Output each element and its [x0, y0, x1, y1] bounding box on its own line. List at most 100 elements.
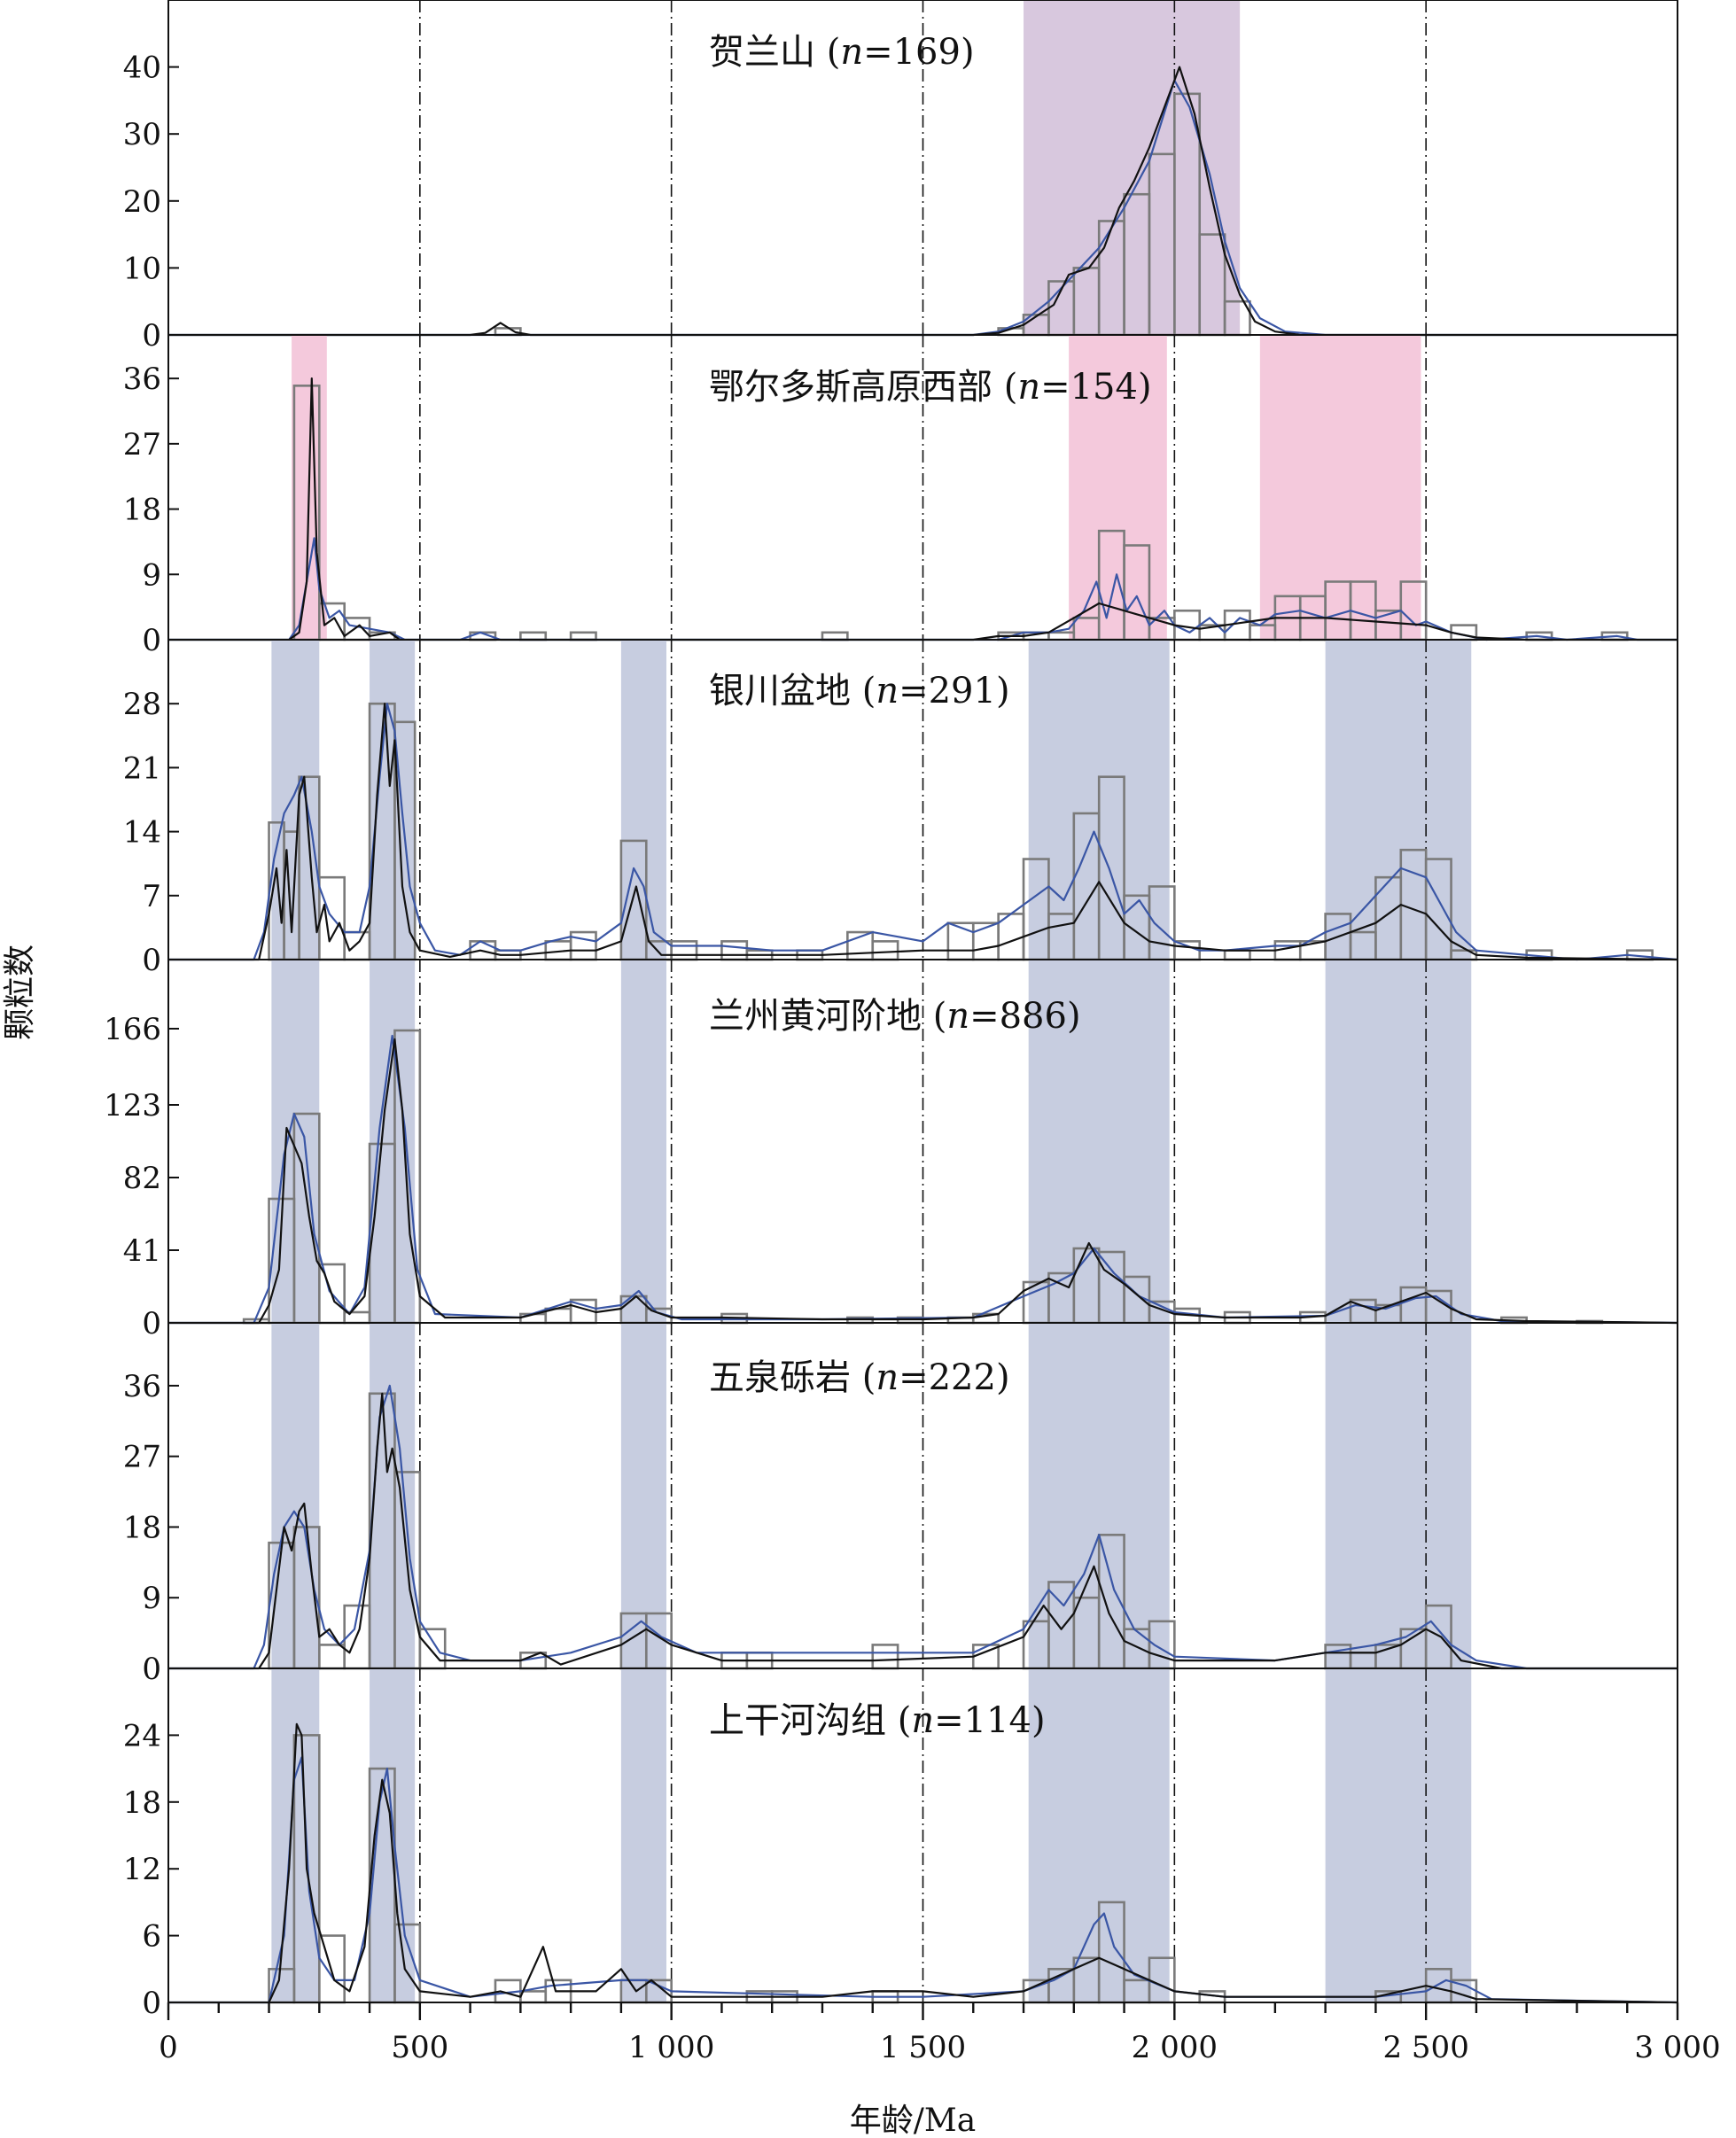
panel-title-n-value: =222): [899, 1357, 1009, 1398]
x-tick-label: 2 000: [1132, 2030, 1218, 2065]
panel-title-n-value: =114): [934, 1700, 1045, 1741]
x-tick-label: 3 000: [1634, 2030, 1720, 2065]
y-axis-label: 颗粒数: [2, 945, 38, 1040]
y-tick-label: 9: [142, 557, 161, 593]
kernel-density-curve: [168, 703, 1678, 961]
age-band-3: [620, 1668, 666, 2002]
histogram-bin: [1223, 949, 1251, 961]
y-tick-label: 18: [123, 1510, 161, 1545]
y-tick-label: 18: [123, 493, 161, 528]
kernel-density-curve: [168, 1722, 1678, 2004]
y-tick-label: 82: [123, 1161, 161, 1196]
kernel-density-curve: [168, 1038, 1678, 1325]
age-band-2: [1069, 335, 1167, 640]
histogram-bin: [569, 930, 597, 961]
panel-6: 0 6 12 18 24 上干河沟组 (n=114): [123, 1668, 1678, 2021]
x-tick-label: 0: [159, 2030, 178, 2065]
probability-density-curve: [168, 703, 1678, 961]
panel-title-n-symbol: n: [1017, 367, 1040, 408]
x-tick-label: 2 500: [1382, 2030, 1468, 2065]
y-tick-label: 21: [123, 750, 161, 786]
histogram-bin: [871, 940, 899, 961]
panel-title-n-symbol: n: [946, 996, 969, 1037]
y-tick-label: 0: [142, 1652, 161, 1687]
panel-3: 0 7 14 21 28 银川盆地 (n=291): [123, 639, 1678, 978]
panel-title-name: 上干河沟组 (: [709, 1700, 911, 1741]
panel-title-n-symbol: n: [840, 32, 863, 73]
histogram-bin: [1173, 940, 1202, 961]
panel-title: 贺兰山 (n=169): [709, 32, 975, 73]
y-tick-label: 12: [123, 1852, 161, 1887]
x-tick-label: 1 000: [628, 2030, 714, 2065]
panel-title-n-value: =291): [899, 671, 1009, 711]
panel-title-name: 兰州黄河阶地 (: [709, 996, 946, 1037]
age-band-3: [620, 960, 666, 1323]
y-tick-label: 28: [123, 687, 161, 722]
age-band-1: [271, 1323, 320, 1668]
panel-title-n-value: =886): [969, 996, 1080, 1037]
y-tick-label: 166: [104, 1012, 161, 1047]
y-tick-label: 30: [123, 117, 161, 152]
kernel-density-curve: [168, 1392, 1678, 1670]
y-tick-label: 123: [104, 1088, 161, 1123]
histogram-bin: [418, 1628, 447, 1670]
panel-title-n-value: =169): [863, 32, 974, 73]
panel-title: 上干河沟组 (n=114): [709, 1700, 1046, 1741]
age-band-2: [370, 1323, 416, 1668]
x-tick-label: 1 500: [880, 2030, 966, 2065]
y-tick-label: 14: [123, 815, 161, 851]
y-tick-label: 36: [123, 362, 161, 397]
panel-4: 0 41 82 123 166 兰州黄河阶地 (n=886): [104, 959, 1678, 1341]
panel-title: 五泉砾岩 (n=222): [709, 1357, 1010, 1398]
y-tick-label: 0: [142, 1986, 161, 2021]
panel-5: 0 9 18 27 36 五泉砾岩 (n=222): [123, 1322, 1678, 1687]
y-tick-label: 6: [142, 1919, 161, 1955]
y-tick-label: 10: [123, 251, 161, 286]
probability-density-curve: [168, 79, 1678, 337]
age-band-5: [1325, 960, 1472, 1323]
x-tick-label: 500: [391, 2030, 448, 2065]
age-band-1: [271, 640, 320, 960]
y-tick-label: 9: [142, 1581, 161, 1616]
y-tick-label: 0: [142, 1306, 161, 1341]
panel-title: 兰州黄河阶地 (n=886): [709, 996, 1081, 1037]
kernel-density-curve: [168, 66, 1678, 337]
panel-title-name: 贺兰山 (: [709, 32, 840, 73]
panel-title-name: 五泉砾岩 (: [709, 1357, 876, 1398]
histogram-bin: [317, 875, 346, 961]
y-tick-label: 41: [123, 1233, 161, 1269]
histogram-bin: [317, 1644, 346, 1670]
histogram-bin: [871, 1644, 899, 1670]
y-tick-label: 7: [142, 879, 161, 914]
age-band-1: [271, 1668, 320, 2002]
panel-title-name: 银川盆地 (: [709, 671, 876, 711]
age-band-5: [1325, 640, 1472, 960]
histogram-bin: [720, 940, 749, 961]
histogram-bin: [670, 940, 698, 961]
age-band-3: [620, 640, 666, 960]
panel-2: 0 9 18 27 36 鄂尔多斯高原西部 (n=154): [123, 334, 1678, 658]
x-axis: 0 500 1 000 1 500 2 000 2 500 3 000: [159, 2002, 1721, 2065]
y-tick-label: 0: [142, 623, 161, 658]
x-axis-label: 年龄/Ma: [850, 2103, 976, 2138]
y-tick-label: 27: [123, 427, 161, 463]
age-band-5: [1325, 1668, 1472, 2002]
y-tick-label: 0: [142, 318, 161, 354]
kernel-density-curve: [168, 377, 1678, 641]
age-band-3: [620, 1323, 666, 1668]
y-tick-label: 18: [123, 1785, 161, 1821]
panel-1: 0 10 20 30 40 贺兰山 (n=169): [123, 0, 1678, 354]
panel-title: 银川盆地 (n=291): [709, 671, 1010, 711]
age-band-1: [1024, 0, 1241, 335]
age-band-3: [1259, 335, 1421, 640]
y-tick-label: 24: [123, 1718, 161, 1753]
panel-title-n-symbol: n: [911, 1700, 934, 1741]
probability-density-curve: [168, 1034, 1678, 1325]
panel-title-n-value: =154): [1040, 367, 1151, 408]
histogram-bin: [519, 631, 548, 641]
age-band-2: [370, 960, 416, 1323]
histogram-bin: [569, 631, 597, 641]
y-tick-label: 36: [123, 1369, 161, 1404]
